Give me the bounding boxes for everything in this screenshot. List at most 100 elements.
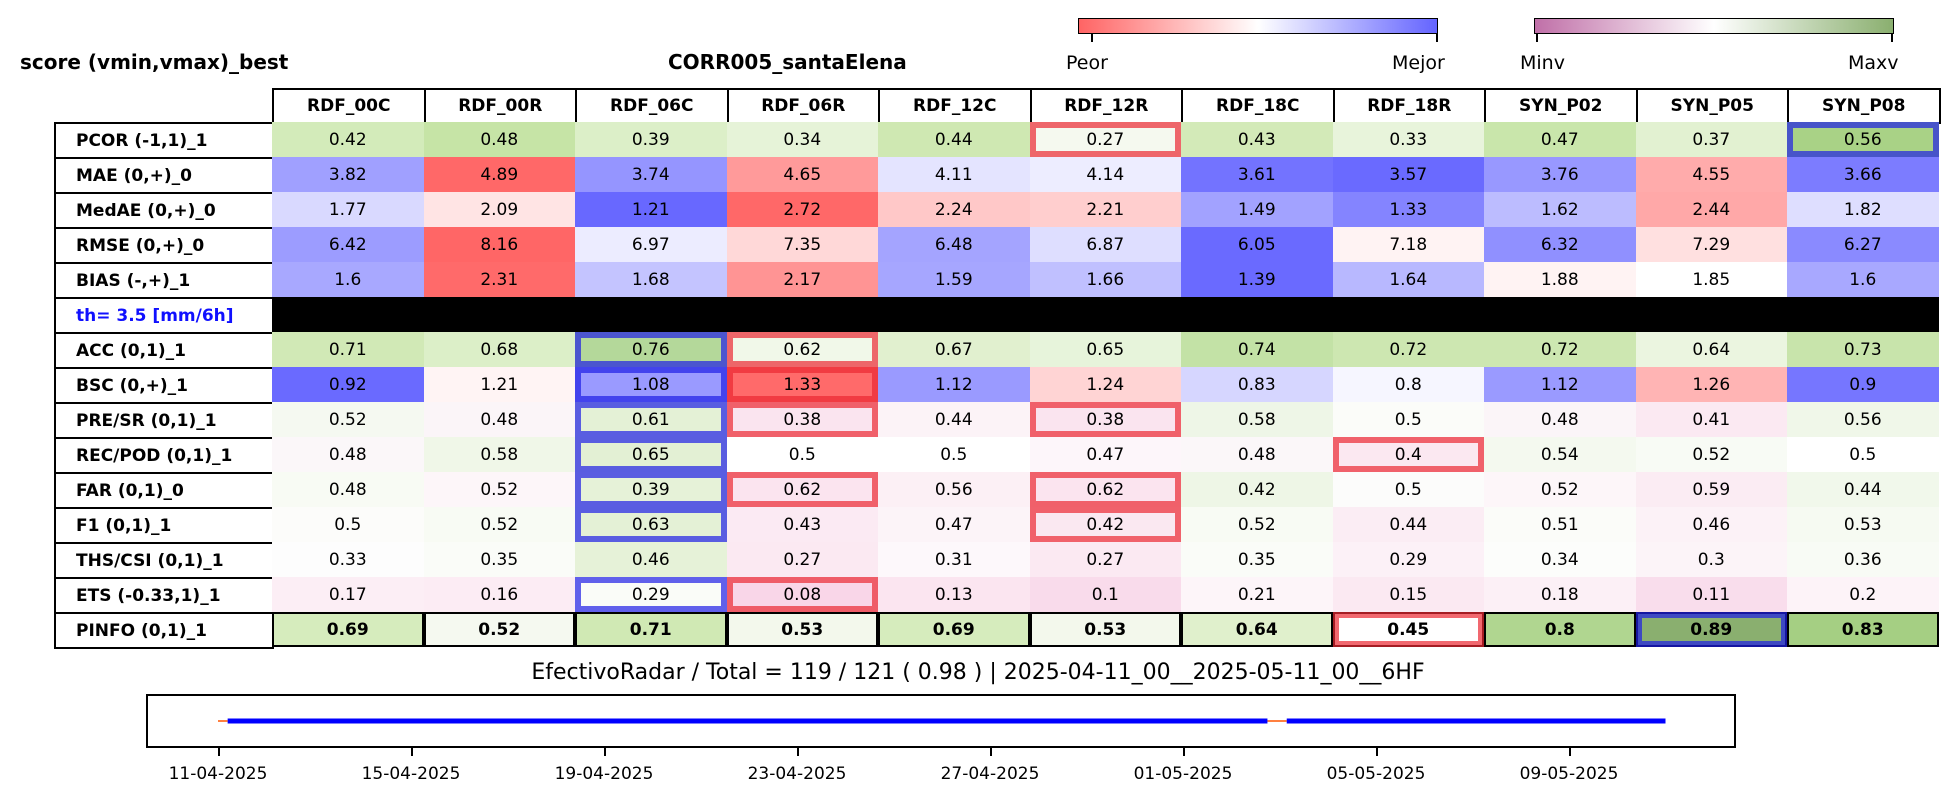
table-cell: 0.52 [1635, 437, 1787, 472]
date-tick-label: 09-05-2025 [1519, 764, 1619, 784]
table-cell: 0.68 [423, 332, 575, 367]
table-cell: 0.47 [1484, 122, 1636, 157]
table-cell: 0.48 [1484, 402, 1636, 437]
table-cell: 0.73 [1787, 332, 1939, 367]
column-header: RDF_00R [423, 88, 577, 124]
table-cell: 0.62 [726, 332, 878, 367]
colorbar-left-label: Minv [1520, 52, 1565, 74]
table-cell [1635, 297, 1787, 332]
row-label: BIAS (-,+)_1 [54, 262, 274, 299]
table-cell: 0.47 [1029, 437, 1181, 472]
table-cell: 0.76 [575, 332, 727, 367]
table-cell: 0.72 [1332, 332, 1484, 367]
table-cell: 0.29 [575, 577, 727, 612]
date-tick [411, 748, 413, 756]
colorbar-tick [1536, 34, 1538, 42]
table-cell: 0.9 [1787, 367, 1939, 402]
colorbar-peor-mejor [1078, 18, 1438, 34]
table-cell: 6.05 [1181, 227, 1333, 262]
table-cell: 0.36 [1787, 542, 1939, 577]
table-cell: 0.48 [423, 402, 575, 437]
table-cell: 3.76 [1484, 157, 1636, 192]
table-cell: 0.46 [575, 542, 727, 577]
table-cell: 1.24 [1029, 367, 1181, 402]
table-cell: 0.44 [1332, 507, 1484, 542]
date-tick [797, 748, 799, 756]
score-table: RDF_00C RDF_00R RDF_06C RDF_06R RDF_12C RDF_1… [54, 88, 1941, 649]
row-label: THS/CSI (0,1)_1 [54, 542, 274, 579]
table-cell: 4.55 [1635, 157, 1787, 192]
row-label: FAR (0,1)_0 [54, 472, 274, 509]
table-cell: 1.12 [878, 367, 1030, 402]
column-header: RDF_18C [1181, 88, 1335, 124]
row-label: BSC (0,+)_1 [54, 367, 274, 404]
column-header: RDF_18R [1332, 88, 1486, 124]
column-header: RDF_06C [575, 88, 729, 124]
table-cell: 0.53 [1787, 507, 1939, 542]
table-cell: 0.89 [1635, 612, 1787, 647]
row-label: PRE/SR (0,1)_1 [54, 402, 274, 439]
table-cell: 0.52 [423, 507, 575, 542]
table-cell [726, 297, 878, 332]
table-cell: 0.41 [1635, 402, 1787, 437]
table-cell: 0.5 [1332, 402, 1484, 437]
table-cell: 0.5 [1787, 437, 1939, 472]
availability-timeline [146, 694, 1736, 748]
date-tick [1376, 748, 1378, 756]
table-cell: 0.53 [1029, 612, 1181, 647]
table-cell: 0.83 [1181, 367, 1333, 402]
column-header: RDF_06R [726, 88, 880, 124]
table-cell: 1.6 [1787, 262, 1939, 297]
table-cell: 0.33 [272, 542, 424, 577]
table-cell: 7.35 [726, 227, 878, 262]
table-cell: 2.21 [1029, 192, 1181, 227]
column-header: RDF_00C [272, 88, 426, 124]
table-cell: 0.52 [423, 472, 575, 507]
table-cell: 0.44 [878, 402, 1030, 437]
table-cell: 3.66 [1787, 157, 1939, 192]
date-tick-label: 15-04-2025 [361, 764, 461, 784]
table-cell: 2.24 [878, 192, 1030, 227]
table-cell [423, 297, 575, 332]
table-cell: 0.74 [1181, 332, 1333, 367]
table-cell: 0.17 [272, 577, 424, 612]
date-tick [218, 748, 220, 756]
footer-summary: EfectivoRadar / Total = 119 / 121 ( 0.98… [531, 660, 1425, 685]
table-cell: 0.48 [1181, 437, 1333, 472]
date-tick-label: 19-04-2025 [554, 764, 654, 784]
table-cell: 0.13 [878, 577, 1030, 612]
table-cell: 0.71 [575, 612, 727, 647]
table-cell: 0.65 [575, 437, 727, 472]
table-cell: 2.09 [423, 192, 575, 227]
table-cell: 0.5 [272, 507, 424, 542]
row-label: MedAE (0,+)_0 [54, 192, 274, 229]
table-cell: 0.33 [1332, 122, 1484, 157]
table-cell: 6.42 [272, 227, 424, 262]
colorbar-tick [1091, 34, 1093, 42]
table-cell: 1.62 [1484, 192, 1636, 227]
table-cell: 4.89 [423, 157, 575, 192]
table-cell: 1.33 [1332, 192, 1484, 227]
table-cell: 0.5 [878, 437, 1030, 472]
row-label: ACC (0,1)_1 [54, 332, 274, 369]
table-cell: 0.4 [1332, 437, 1484, 472]
column-header: SYN_P02 [1484, 88, 1638, 124]
table-cell: 0.18 [1484, 577, 1636, 612]
table-cell: 1.77 [272, 192, 424, 227]
row-label: RMSE (0,+)_0 [54, 227, 274, 264]
table-cell: 1.49 [1181, 192, 1333, 227]
table-cell: 1.68 [575, 262, 727, 297]
column-header: RDF_12C [878, 88, 1032, 124]
table-cell: 6.87 [1029, 227, 1181, 262]
table-cell: 0.34 [726, 122, 878, 157]
date-tick [604, 748, 606, 756]
table-cell: 0.38 [1029, 402, 1181, 437]
table-cell [1181, 297, 1333, 332]
colorbar-min-max [1534, 18, 1894, 34]
date-tick-label: 23-04-2025 [747, 764, 847, 784]
table-cell: 4.14 [1029, 157, 1181, 192]
table-cell: 0.44 [878, 122, 1030, 157]
table-cell: 0.27 [726, 542, 878, 577]
table-cell: 0.92 [272, 367, 424, 402]
table-cell: 0.5 [726, 437, 878, 472]
